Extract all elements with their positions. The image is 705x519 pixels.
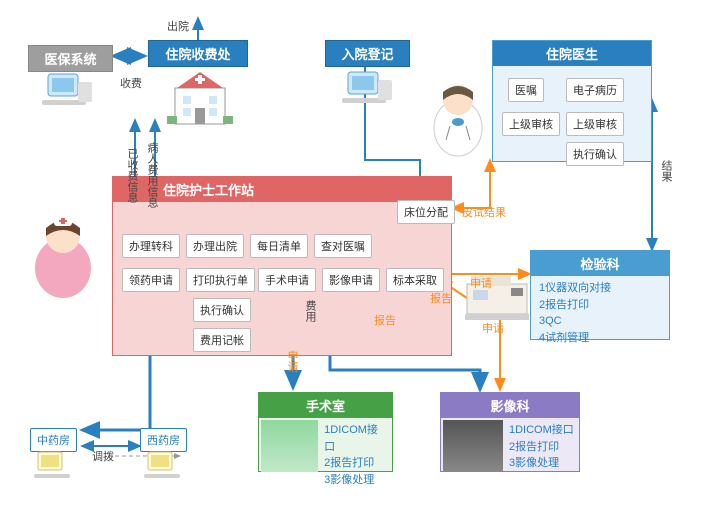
insurance-title: 医保系统	[29, 46, 112, 71]
doctor-item: 电子病历	[566, 78, 624, 102]
pharmacy1: 中药房	[30, 428, 77, 452]
lab-line: 3QC	[539, 313, 661, 330]
admission-title: 入院登记	[326, 41, 409, 66]
imaging-panel: 影像科 1DICOM接口 2报告打印 3影像处理	[440, 392, 580, 472]
label-skin: 皮试结果	[462, 204, 506, 220]
nurse-item: 影像申请	[322, 268, 380, 292]
nurse-item: 领药申请	[122, 268, 180, 292]
imaging-title: 影像科	[441, 393, 579, 418]
nurse-item: 办理转科	[122, 234, 180, 258]
nurse-item: 费用记帐	[193, 328, 251, 352]
surgery-panel: 手术室 1DICOM接口 2报告打印 3影像处理	[258, 392, 393, 472]
label-apply3: 申请	[284, 350, 300, 372]
imaging-line: 2报告打印	[509, 439, 574, 456]
nurse-item: 床位分配	[397, 200, 455, 224]
discharge-label: 出院	[167, 18, 189, 34]
nurse-item: 办理出院	[186, 234, 244, 258]
nurse-item: 查对医嘱	[314, 234, 372, 258]
nurse-item: 打印执行单	[186, 268, 255, 292]
label-result: 结果	[658, 160, 674, 182]
lab-line: 4试剂管理	[539, 330, 661, 347]
label-collected: 已收费信息	[124, 148, 140, 203]
doctor-title: 住院医生	[493, 41, 651, 66]
surgery-title: 手术室	[259, 393, 392, 418]
surgery-line: 2报告打印	[324, 455, 388, 472]
lab-line: 1仪器双向对接	[539, 280, 661, 297]
billing-box: 住院收费处	[148, 40, 248, 67]
doctor-item: 上级审核	[502, 112, 560, 136]
lab-line: 2报告打印	[539, 297, 661, 314]
label-cost: 费用	[302, 300, 318, 322]
surgery-image	[261, 420, 318, 472]
label-report2: 报告	[430, 290, 452, 306]
pharmacy2: 西药房	[140, 428, 187, 452]
lab-panel: 检验科 1仪器双向对接 2报告打印 3QC 4试剂管理	[530, 250, 670, 340]
label-fee: 收费	[120, 75, 142, 91]
nurse-item: 手术申请	[258, 268, 316, 292]
surgery-line: 1DICOM接口	[324, 422, 388, 455]
admission-box: 入院登记	[325, 40, 410, 67]
doctor-item: 执行确认	[566, 142, 624, 166]
billing-title: 住院收费处	[149, 41, 247, 66]
doctor-item: 医嘱	[508, 78, 544, 102]
label-apply2: 申请	[482, 320, 504, 336]
label-report1: 报告	[374, 312, 396, 328]
surgery-line: 3影像处理	[324, 472, 388, 489]
nurse-item: 标本采取	[386, 268, 444, 292]
lab-title: 检验科	[531, 251, 669, 276]
nurse-item: 执行确认	[193, 298, 251, 322]
imaging-line: 3影像处理	[509, 455, 574, 472]
imaging-line: 1DICOM接口	[509, 422, 574, 439]
imaging-image	[443, 420, 503, 472]
label-patientfee: 病人费用信息	[144, 142, 160, 208]
nurse-item: 每日清单	[250, 234, 308, 258]
nurse-title: 住院护士工作站	[113, 177, 451, 202]
doctor-item: 上级审核	[566, 112, 624, 136]
insurance-box: 医保系统	[28, 45, 113, 72]
label-dispatch: 调拨	[92, 448, 114, 464]
label-apply1: 申请	[470, 275, 492, 291]
